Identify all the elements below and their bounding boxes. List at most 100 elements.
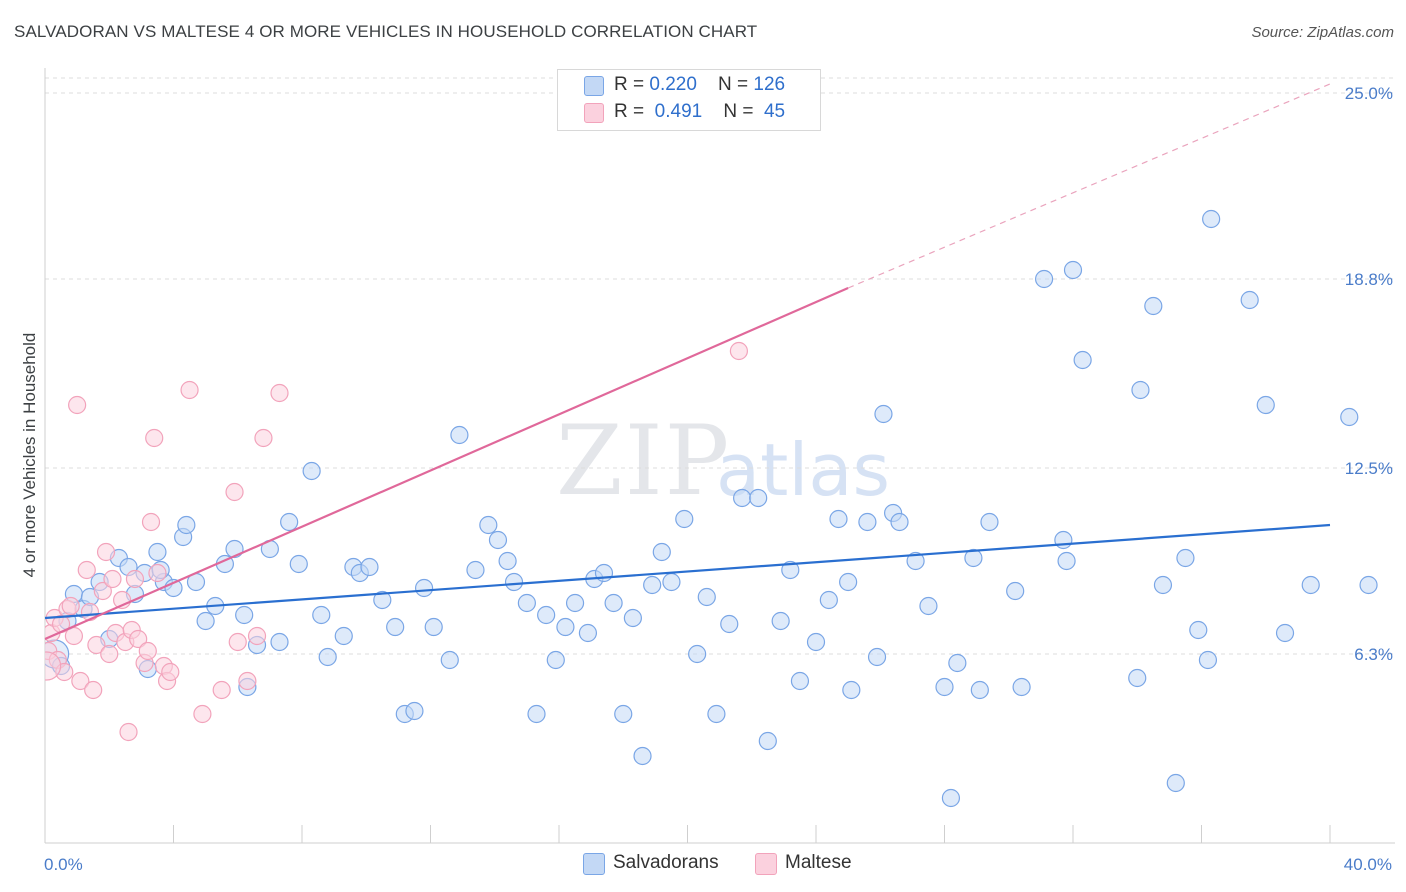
maltese-point [161,662,180,682]
salvadoran-point [643,575,662,595]
salvadoran-point [318,647,337,667]
salvadoran-point [662,572,681,592]
maltese-point [129,629,148,649]
salvadoran-point [148,542,167,562]
legend-n-label: N = [723,101,759,122]
legend-r-label: R = [614,101,650,122]
maltese-point [247,626,267,646]
chart-title: SALVADORAN VS MALTESE 4 OR MORE VEHICLES… [14,22,758,41]
series-maltese [45,341,749,742]
legend-n-value: 126 [753,74,786,95]
salvadoran-point [479,515,498,535]
salvadoran-point [919,596,938,616]
legend-swatch-maltese [584,103,604,123]
maltese-point [228,632,247,652]
salvadoran-point [1189,620,1208,640]
y-axis-label: 4 or more Vehicles in Household [20,333,39,578]
salvadoran-point [565,593,585,613]
salvadoran-point [546,650,565,670]
trend-line-maltese [44,286,849,641]
maltese-point [87,635,106,655]
salvadoran-point [373,590,392,610]
salvadoran-point [842,680,861,700]
salvadoran-point [334,626,353,646]
salvadoran-point [829,509,848,529]
salvadoran-point [1176,548,1195,568]
salvadoran-point [733,488,752,508]
y-axis-label-group: 4 or more Vehicles in Household [20,333,39,578]
salvadoran-point [867,647,887,667]
salvadoran-point [386,617,405,637]
salvadoran-point [623,608,642,628]
salvadoran-point [948,653,967,673]
maltese-point [238,671,257,691]
salvadoran-point [1359,575,1378,595]
salvadoran-point [758,731,777,751]
bottom-swatch-maltese [755,853,777,875]
salvadoran-point [707,704,726,724]
salvadoran-point [504,572,524,592]
maltese-point [103,569,122,589]
maltese-point [270,383,289,403]
maltese-point [61,596,80,616]
salvadoran-point [1034,269,1054,289]
salvadoran-point [1340,407,1359,427]
salvadoran-point [749,488,768,508]
stats-legend: R = 0.220 N = 126 R = 0.491 N = 45 [557,69,821,131]
salvadoran-point [517,593,536,613]
x-tick-label-max: 40.0% [1344,855,1392,874]
maltese-point [96,542,116,562]
salvadoran-point [1275,623,1295,643]
bottom-legend-label: Salvadorans [613,852,719,873]
y-tick-label: 6.3% [1354,645,1393,664]
salvadoran-point [1395,355,1406,372]
salvadoran-point [906,551,925,571]
salvadoran-point [935,677,954,697]
salvadoran-point [177,515,196,535]
salvadoran-point [270,632,289,652]
salvadoran-point [414,578,434,598]
salvadoran-point [527,704,546,724]
legend-r-value: 0.220 [649,74,697,95]
salvadoran-point [1131,380,1150,400]
salvadoran-point [1063,260,1083,280]
salvadoran-point [1153,575,1173,595]
maltese-point [225,482,244,502]
maltese-point [180,380,199,400]
legend-r-label: R = [614,74,650,95]
maltese-point [125,569,145,589]
legend-n-label: N = [718,74,754,95]
salvadoran-point [697,587,716,607]
salvadoran-point [289,554,308,574]
axes: 6.3% 12.5% 18.8% 25.0% 0.0% 40.0% [44,68,1395,874]
watermark-zip: ZIP [556,405,732,517]
legend-r-value: 0.491 [649,101,703,122]
salvadoran-point [1240,290,1259,310]
salvadoran-point [941,788,961,808]
trend-lines [44,83,1331,641]
salvadoran-point [225,539,244,559]
salvadoran-point [1166,773,1185,793]
trend-line-maltese-extension [847,83,1331,289]
salvadoran-point [1198,650,1218,670]
salvadoran-point [1301,575,1320,595]
salvadoran-point [466,560,485,580]
legend-n-value: 45 [758,101,786,122]
salvadoran-point [771,611,790,631]
salvadoran-point [440,650,459,670]
salvadoran-point [405,701,424,721]
salvadoran-point [720,614,739,634]
grid-lines [45,77,1395,655]
salvadoran-point [1073,350,1092,370]
salvadoran-point [196,611,215,631]
maltese-point [71,671,90,691]
salvadoran-point [980,512,999,532]
salvadoran-point [578,623,598,643]
salvadoran-point [790,671,810,691]
bottom-swatch-salvadorans [583,853,605,875]
salvadoran-point [488,530,508,550]
maltese-point [119,722,138,742]
salvadoran-point [1054,530,1073,550]
salvadoran-point [839,572,858,592]
